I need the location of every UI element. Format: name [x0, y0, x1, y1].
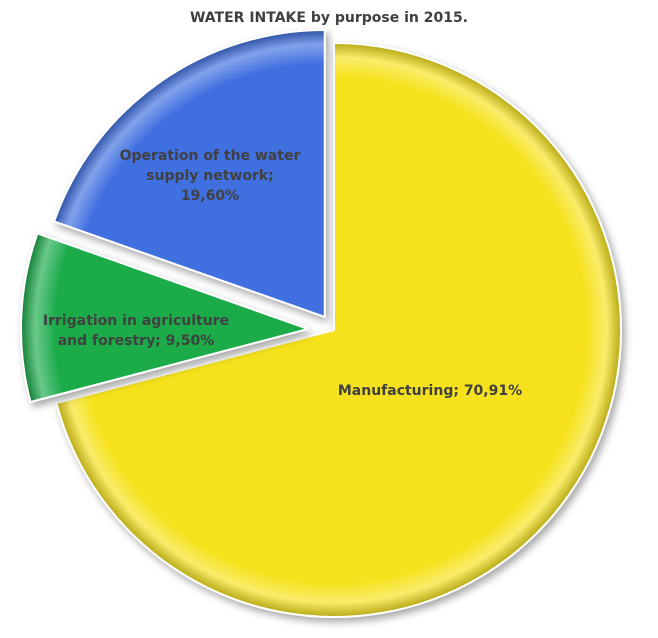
slice-label-manufacturing: Manufacturing; 70,91% [338, 383, 522, 399]
pie-slice-operation-of-the-water-supply-network [53, 28, 326, 318]
slice-label-irrigation-in-agriculture-and-forestry: Irrigation in agriculture and forestry; 9… [43, 313, 229, 349]
pie-slice-manufacturing [55, 42, 622, 618]
pie-slice-irrigation-in-agriculture-and-forestry [20, 232, 310, 404]
chart-title: WATER INTAKE by purpose in 2015. [189, 10, 469, 26]
slice-label-operation-of-the-water-supply-network: Operation of the water supply network; 19,… [120, 148, 301, 204]
